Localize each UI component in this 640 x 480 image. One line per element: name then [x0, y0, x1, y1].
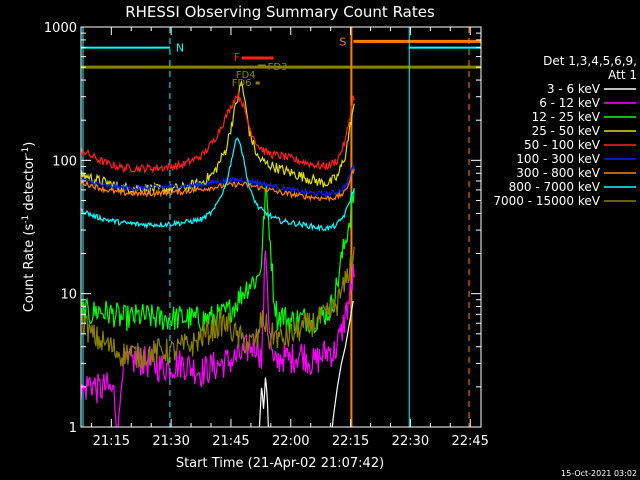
y-tick-label: 1 [69, 421, 77, 436]
y-label-part2: detector [22, 155, 37, 215]
series-line-6 [81, 168, 355, 203]
legend-label: 50 - 100 keV [524, 138, 601, 152]
axes: 21:15 21:30 21:45 22:00 22:15 22:30 22:45 1 10 10… [44, 21, 489, 449]
x-tick-label: 22:45 [451, 434, 488, 449]
night-label: N [176, 42, 184, 55]
x-tick-label: 22:15 [332, 434, 369, 449]
y-tick-label: 1000 [44, 21, 77, 36]
legend-header-2: Att 1 [608, 68, 637, 82]
legend-label: 12 - 25 keV [532, 110, 601, 124]
legend-label: 800 - 7000 keV [509, 180, 601, 194]
fd3-label: FD3 [268, 62, 288, 73]
flare-label: F [234, 51, 240, 64]
y-label-sup2: -1 [21, 147, 31, 156]
x-axis-label: Start Time (21-Apr-02 21:07:42) [176, 456, 384, 471]
series-line-7 [81, 137, 355, 232]
series-line-8 [81, 246, 355, 370]
y-tick-label: 10 [60, 288, 77, 303]
x-tick-label: 22:30 [392, 434, 429, 449]
legend-label: 7000 - 15000 keV [493, 194, 600, 208]
y-label-sup1: -1 [21, 215, 31, 224]
chart-title: RHESSI Observing Summary Count Rates [125, 3, 435, 21]
legend-label: 300 - 800 keV [516, 166, 600, 180]
timestamp: 15-Oct-2021 03:02 [561, 469, 637, 478]
saa-label: S [339, 35, 346, 48]
legend-label: 100 - 300 keV [516, 152, 600, 166]
y-label-part3: ) [22, 142, 37, 147]
x-tick-label: 21:45 [212, 434, 249, 449]
y-tick-label: 100 [52, 154, 77, 169]
legend-label: 3 - 6 keV [547, 82, 601, 96]
y-axis-label: Count Rate (s-1 detector-1) [21, 142, 37, 313]
series-line-2 [81, 184, 355, 335]
fd4-label: FD4 [236, 70, 256, 81]
legend-label: 6 - 12 keV [539, 96, 601, 110]
legend-label: 25 - 50 keV [532, 124, 601, 138]
x-tick-label: 22:00 [272, 434, 309, 449]
y-label-part1: Count Rate (s [22, 224, 37, 313]
series-line-4 [81, 91, 355, 174]
x-tick-label: 21:15 [93, 434, 130, 449]
series-layer [81, 79, 355, 427]
series-line-5 [81, 164, 355, 199]
series-line-1 [81, 250, 355, 427]
x-tick-label: 21:30 [152, 434, 189, 449]
plot-frame [80, 26, 482, 428]
legend-header-1: Det 1,3,4,5,6,9, [543, 54, 637, 68]
